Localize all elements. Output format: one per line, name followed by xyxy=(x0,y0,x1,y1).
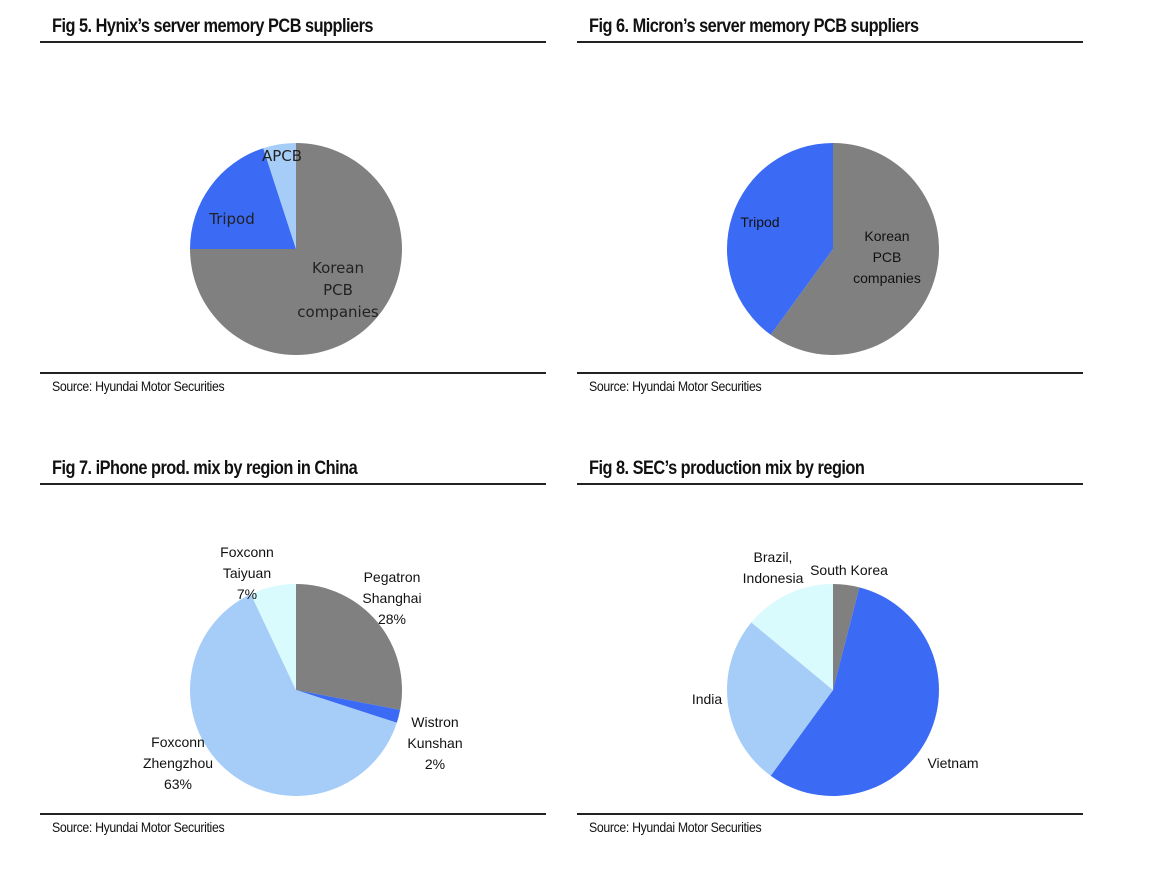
figure-8-bottom-rule xyxy=(577,813,1083,815)
figure-8-panel: Fig 8. SEC’s production mix by region So… xyxy=(577,442,1083,862)
figure-6-panel: Fig 6. Micron’s server memory PCB suppli… xyxy=(577,0,1083,400)
slice-label-foxconn-taiyuan-7: Foxconn Taiyuan 7% xyxy=(220,544,274,602)
slice-label-korean-pcb-companies: Korean PCB companies xyxy=(297,259,379,321)
slice-label-brazil-indonesia: Brazil, Indonesia xyxy=(743,549,804,586)
figure-5-panel: Fig 5. Hynix’s server memory PCB supplie… xyxy=(40,0,546,400)
slice-label-south-korea: South Korea xyxy=(810,562,888,578)
pie-slice-tripod xyxy=(190,148,296,249)
figure-7-title: Fig 7. iPhone prod. mix by region in Chi… xyxy=(52,458,358,479)
slice-label-india: India xyxy=(692,691,723,707)
slice-label-korean-pcb-companies: Korean PCB companies xyxy=(853,228,921,286)
figure-6-pie-chart: Korean PCB companies Tripod xyxy=(726,143,939,356)
slice-label-pegatron-shanghai-28: Pegatron Shanghai 28% xyxy=(362,569,421,627)
figure-7-bottom-rule xyxy=(40,813,546,815)
figure-7-panel: Fig 7. iPhone prod. mix by region in Chi… xyxy=(40,442,546,862)
figure-7-source: Source: Hyundai Motor Securities xyxy=(52,819,225,835)
slice-label-wistron-kunshan-2: Wistron Kunshan 2% xyxy=(407,714,462,772)
figure-8-title: Fig 8. SEC’s production mix by region xyxy=(589,458,865,479)
pie-slice-foxconn-taiyuan-7 xyxy=(250,584,296,690)
pie-slice-wistron-kunshan-2 xyxy=(296,690,401,723)
figure-5-pie-chart: Korean PCB companies Tripod APCB xyxy=(190,143,402,355)
pie-slice-south-korea xyxy=(833,584,860,690)
slice-label-tripod: Tripod xyxy=(208,210,255,228)
figure-6-title: Fig 6. Micron’s server memory PCB suppli… xyxy=(589,16,919,37)
figure-5-top-rule xyxy=(40,41,546,43)
pie-slice-brazil-indonesia xyxy=(751,584,833,690)
figure-5-source: Source: Hyundai Motor Securities xyxy=(52,378,225,394)
figure-6-top-rule xyxy=(577,41,1083,43)
pie-slice-apcb xyxy=(263,143,296,249)
pie-slice-foxconn-zhengzhou-63 xyxy=(189,594,397,797)
figure-5-title: Fig 5. Hynix’s server memory PCB supplie… xyxy=(52,16,374,37)
figure-7-pie-chart: Pegatron Shanghai 28% Wistron Kunshan 2% Foxco… xyxy=(143,544,463,797)
pie-slice-vietnam xyxy=(770,587,939,796)
slice-label-foxconn-zhengzhou-63: Foxconn Zhengzhou 63% xyxy=(143,734,213,792)
pie-slice-korean-pcb-companies xyxy=(770,143,939,356)
figure-8-pie-chart: South Korea Vietnam India Brazil, Indonesia xyxy=(692,549,979,796)
figure-8-source: Source: Hyundai Motor Securities xyxy=(589,819,762,835)
slice-label-apcb: APCB xyxy=(262,147,302,165)
slice-label-tripod: Tripod xyxy=(740,214,779,230)
figure-8-top-rule xyxy=(577,483,1083,485)
figure-6-source: Source: Hyundai Motor Securities xyxy=(589,378,762,394)
pie-slice-india xyxy=(726,622,833,776)
pie-slice-tripod xyxy=(726,143,833,335)
slice-label-vietnam: Vietnam xyxy=(927,755,978,771)
figure-5-bottom-rule xyxy=(40,372,546,374)
figure-7-top-rule xyxy=(40,483,546,485)
figure-6-bottom-rule xyxy=(577,372,1083,374)
pie-slice-pegatron-shanghai-28 xyxy=(296,584,402,710)
